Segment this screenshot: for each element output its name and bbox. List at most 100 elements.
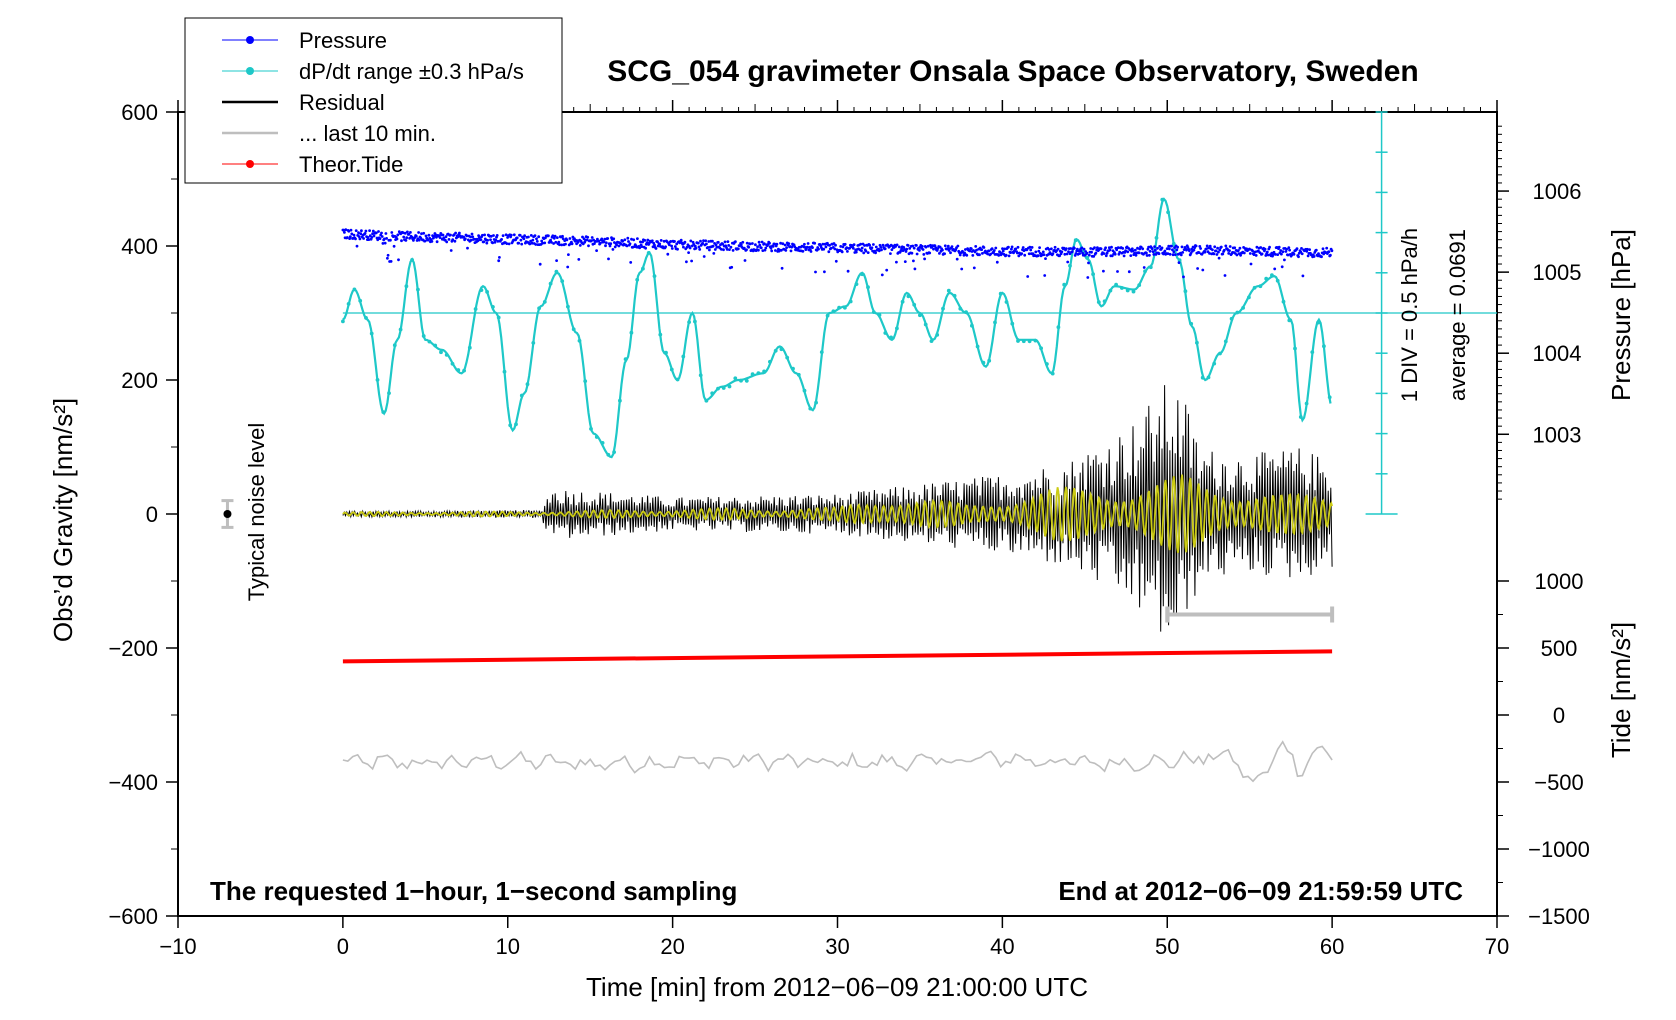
pressure-point: [883, 247, 887, 251]
pressure-point: [693, 244, 697, 248]
pressure-point: [638, 246, 642, 250]
pressure-point: [903, 260, 907, 263]
dpdt-point: [542, 300, 547, 304]
legend-item: Theor.Tide: [222, 152, 403, 177]
pressure-point: [1146, 247, 1150, 251]
pressure-point: [349, 228, 353, 232]
pressure-point: [1099, 247, 1103, 251]
pressure-point: [664, 245, 667, 249]
dpdt-point: [1016, 339, 1020, 343]
x-tick-label: 10: [496, 934, 520, 959]
pressure-point: [576, 240, 580, 244]
pressure-point: [1201, 268, 1205, 272]
x-tick-label: 20: [660, 934, 684, 959]
pressure-point: [670, 247, 674, 250]
x-tick-label: 70: [1485, 934, 1509, 959]
pressure-point: [745, 241, 749, 245]
dpdt-point: [479, 288, 484, 292]
dpdt-point: [993, 320, 997, 325]
dpdt-point: [583, 379, 588, 383]
pressure-point: [1126, 250, 1130, 254]
pressure-point: [1192, 248, 1196, 252]
pressure-point: [809, 250, 813, 253]
pressure-point: [958, 253, 962, 257]
pressure-point: [1165, 247, 1169, 251]
pressure-point: [1051, 252, 1055, 256]
pressure-point: [934, 246, 938, 250]
pressure-point: [540, 239, 544, 243]
pressure-point: [771, 245, 775, 248]
dpdt-point: [450, 361, 455, 366]
pressure-point: [646, 238, 650, 242]
pressure-point: [1000, 252, 1004, 255]
pressure-point: [1281, 250, 1285, 254]
pressure-point: [969, 247, 973, 251]
pressure-point: [956, 244, 960, 248]
dpdt-point: [998, 291, 1003, 296]
pressure-point: [515, 236, 519, 240]
pressure-point: [862, 251, 866, 255]
pressure-point: [458, 231, 461, 235]
pressure-point: [355, 244, 359, 248]
pressure-point: [1009, 251, 1012, 255]
pressure-point: [403, 231, 407, 235]
dpdt-point: [1114, 282, 1118, 287]
dpdt-point: [1322, 344, 1326, 349]
pressure-point: [859, 242, 863, 246]
pressure-point: [1102, 252, 1106, 256]
pressure-point: [577, 258, 581, 261]
pressure-point: [707, 240, 711, 243]
pressure-point: [843, 242, 847, 246]
pressure-point: [1003, 247, 1007, 251]
dpdt-point: [392, 343, 397, 348]
dpdt-point: [444, 353, 449, 357]
pressure-point: [1029, 248, 1033, 252]
pressure-point: [501, 234, 505, 238]
pressure-point: [1036, 254, 1040, 258]
dpdt-average-label: average = 0.0691: [1445, 229, 1470, 401]
pressure-point: [706, 246, 710, 249]
pressure-point: [1064, 247, 1068, 251]
dpdt-point: [981, 360, 986, 365]
x-tick-label: 30: [825, 934, 849, 959]
dpdt-point: [352, 287, 357, 292]
pressure-point: [932, 247, 935, 251]
pressure-point: [593, 242, 596, 246]
pressure-point: [903, 248, 906, 251]
pressure-point: [1134, 253, 1138, 257]
pressure-point: [1274, 253, 1277, 256]
pressure-point: [722, 248, 725, 252]
pressure-point: [374, 231, 378, 235]
noise-level-label: Typical noise level: [244, 423, 269, 602]
pressure-point: [537, 235, 541, 239]
pressure-point: [409, 231, 412, 234]
pressure-point: [697, 245, 701, 249]
pressure-point: [449, 233, 452, 237]
pressure-point: [615, 243, 618, 247]
pressure-point: [1016, 245, 1020, 249]
pressure-point: [613, 245, 617, 249]
pressure-point: [972, 266, 976, 270]
pressure-point: [817, 247, 820, 251]
pressure-point: [1060, 250, 1064, 254]
pressure-point: [602, 240, 606, 244]
pressure-point: [1131, 249, 1135, 253]
pressure-point: [489, 234, 493, 238]
pressure-point: [1287, 246, 1291, 250]
pressure-point: [1265, 250, 1269, 254]
pressure-point: [1238, 246, 1242, 250]
pressure-point: [742, 246, 746, 250]
pressure-point: [714, 243, 718, 247]
pressure-point: [552, 236, 556, 240]
pressure-point: [491, 241, 495, 245]
pressure-point: [1089, 247, 1093, 250]
pressure-point: [465, 234, 469, 238]
dpdt-point: [1033, 338, 1038, 343]
pressure-point: [1228, 249, 1231, 253]
pressure-point: [773, 242, 777, 246]
dpdt-point: [889, 335, 893, 340]
pressure-point: [611, 248, 615, 251]
pressure-point: [965, 253, 969, 257]
pressure-point: [354, 237, 357, 241]
pressure-point: [383, 241, 387, 245]
